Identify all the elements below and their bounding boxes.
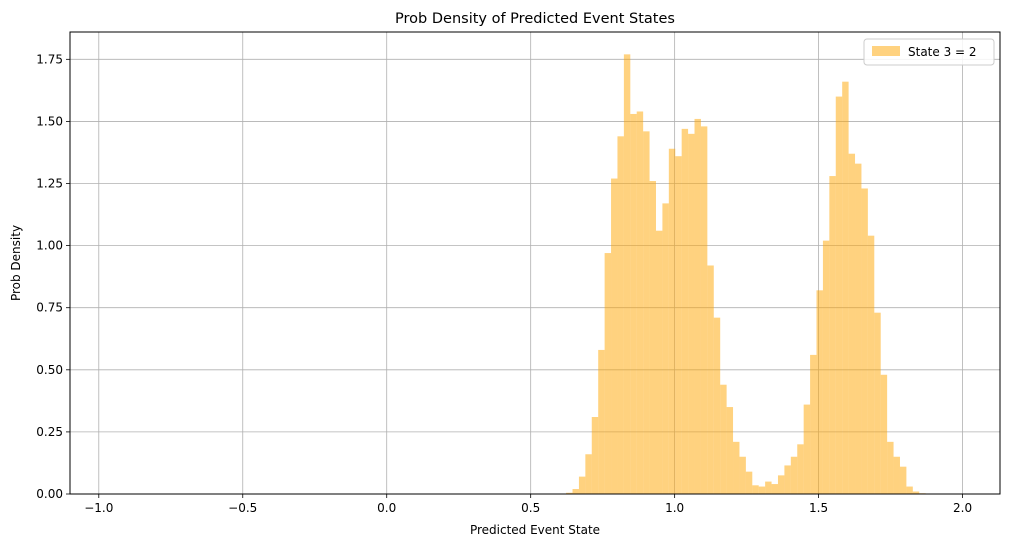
x-tick-label: 2.0 xyxy=(953,501,972,515)
histogram-bar xyxy=(630,113,637,494)
histogram-bar xyxy=(713,317,721,494)
histogram-bar xyxy=(623,54,631,495)
legend: State 3 = 2 xyxy=(863,38,995,66)
histogram-bar xyxy=(598,349,605,494)
histogram-bar xyxy=(566,492,573,494)
histogram-bar xyxy=(572,489,579,494)
histogram-bar xyxy=(688,133,695,494)
histogram-bar xyxy=(784,465,791,494)
histogram-bar xyxy=(707,265,714,494)
y-axis-label: Prob Density xyxy=(9,225,23,301)
histogram-bar xyxy=(829,176,836,494)
x-tick-label: 0.0 xyxy=(377,501,396,515)
legend-box xyxy=(863,38,995,66)
y-tick-label: 1.50 xyxy=(36,114,63,128)
chart-title: Prob Density of Predicted Event States xyxy=(395,11,675,27)
histogram-bar xyxy=(797,444,804,494)
histogram-bar xyxy=(668,148,676,494)
histogram-bar xyxy=(861,188,868,494)
y-tick-label: 0.75 xyxy=(36,301,63,315)
histogram-bar xyxy=(816,290,823,494)
histogram-bar xyxy=(643,131,650,494)
histogram-bar xyxy=(745,471,753,494)
histogram-bar xyxy=(739,456,746,494)
histogram-bar xyxy=(842,81,849,494)
x-axis-label: Predicted Event State xyxy=(470,523,600,537)
histogram-bar xyxy=(752,485,759,494)
histogram-bar xyxy=(822,240,830,494)
histogram-bar xyxy=(790,456,798,494)
histogram-bar xyxy=(681,128,689,494)
x-axis-ticks: −1.0 −0.5 0.0 0.5 1.0 1.5 2.0 xyxy=(84,494,972,515)
histogram-bar xyxy=(758,486,766,494)
histogram-bar xyxy=(636,111,644,494)
histogram-bar xyxy=(777,475,785,494)
histogram-bar xyxy=(578,476,586,494)
histogram-bar xyxy=(591,417,599,494)
histogram-bar xyxy=(810,354,817,494)
histogram-bar xyxy=(899,466,907,494)
x-tick-label: −0.5 xyxy=(228,501,257,515)
y-axis-ticks: 0.00 0.25 0.50 0.75 1.00 1.25 1.50 1.75 xyxy=(36,52,70,501)
histogram-bar xyxy=(848,153,856,495)
legend-swatch xyxy=(872,46,900,56)
histogram-bar xyxy=(649,181,656,494)
histogram-bar xyxy=(912,491,920,494)
x-tick-label: 1.5 xyxy=(809,501,828,515)
histogram-bar xyxy=(855,163,862,495)
histogram-bar xyxy=(867,235,875,494)
histogram-bar xyxy=(887,441,894,494)
histogram-bar xyxy=(720,384,727,494)
histogram-bar xyxy=(771,484,778,494)
histogram-bar xyxy=(906,486,913,494)
histogram-bar xyxy=(893,456,900,494)
histogram-bars xyxy=(566,54,926,495)
x-tick-label: −1.0 xyxy=(84,501,113,515)
histogram-bar xyxy=(726,407,734,494)
plot-area-frame xyxy=(69,31,1001,495)
legend-label: State 3 = 2 xyxy=(908,45,977,59)
y-tick-label: 1.75 xyxy=(36,52,63,66)
histogram-bar xyxy=(617,136,624,495)
histogram-bar xyxy=(835,96,843,495)
histogram-bar xyxy=(733,441,740,494)
x-tick-label: 1.0 xyxy=(665,501,684,515)
y-tick-label: 0.00 xyxy=(36,487,63,501)
y-tick-label: 1.00 xyxy=(36,239,63,253)
y-tick-label: 0.50 xyxy=(36,363,63,377)
histogram-bar xyxy=(662,203,669,495)
histogram-bar xyxy=(803,404,811,494)
histogram-bar xyxy=(700,126,708,495)
y-tick-label: 1.25 xyxy=(36,177,63,191)
histogram-bar xyxy=(585,454,592,494)
histogram-bar xyxy=(765,481,772,494)
histogram-bar xyxy=(655,230,663,495)
y-tick-label: 0.25 xyxy=(36,425,63,439)
histogram-bar xyxy=(874,312,881,494)
x-tick-label: 0.5 xyxy=(521,501,540,515)
histogram-bar xyxy=(675,156,682,494)
histogram-bar xyxy=(694,118,701,494)
histogram-bar xyxy=(611,178,618,494)
histogram-bar xyxy=(880,374,888,494)
histogram-bar xyxy=(604,253,612,494)
